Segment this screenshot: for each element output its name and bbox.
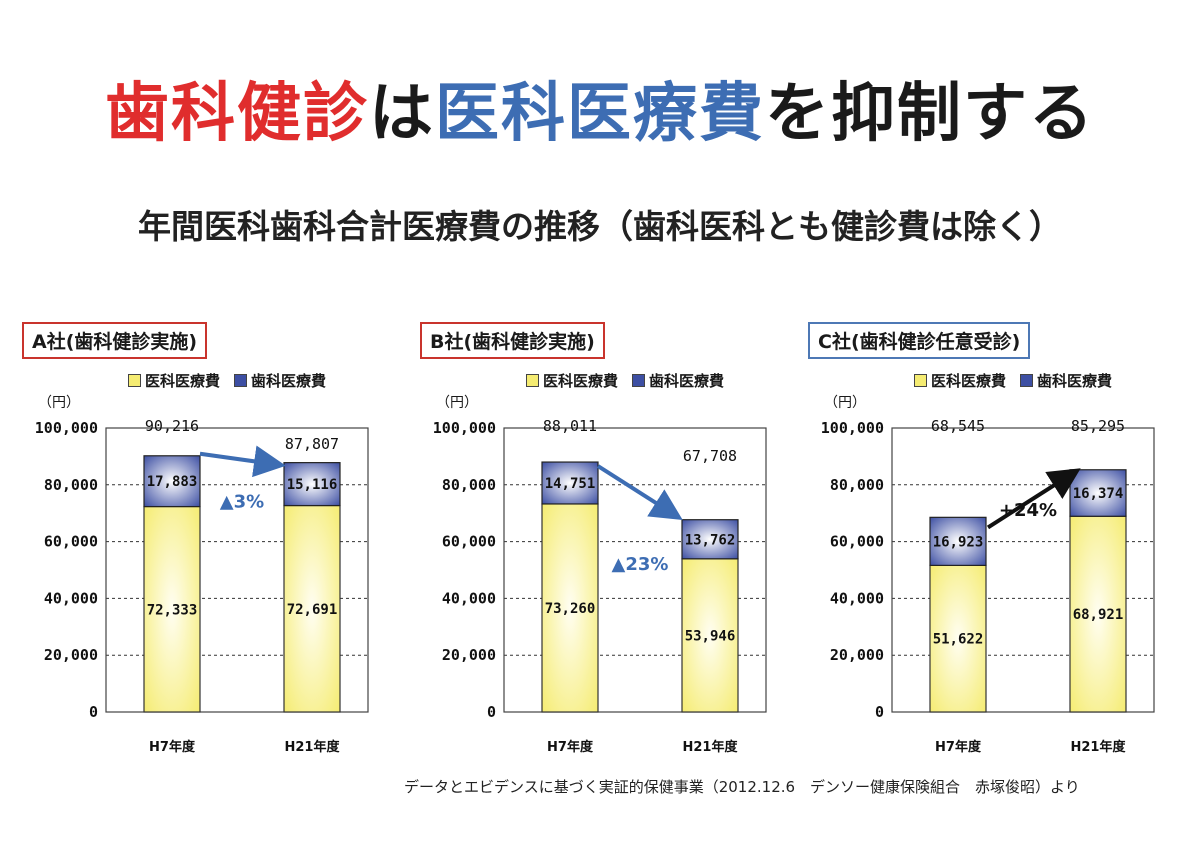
y-tick-label: 60,000: [44, 533, 98, 551]
y-tick-label: 100,000: [821, 419, 884, 437]
chart-a: A社(歯科健診実施) 医科医療費 歯科医療費 （円） 0 20,000 40,000…: [12, 318, 382, 758]
change-annotation: ▲3%: [220, 492, 264, 513]
chart-b: B社(歯科健診実施) 医科医療費 歯科医療費 （円） 0 20,000 40,000…: [410, 318, 780, 758]
chart-a-y-unit: （円）: [38, 395, 80, 411]
total-label: 67,708: [683, 447, 737, 465]
legend-dental-label: 歯科医療費: [649, 372, 725, 390]
chart-b-plot: 0 20,000 40,000 60,000 80,000 100,000 73,260 14…: [433, 417, 767, 755]
legend-medical-swatch: [914, 374, 927, 387]
legend-dental-swatch: [234, 374, 248, 387]
total-label: 68,545: [931, 417, 985, 435]
bar-medical: [143, 505, 201, 713]
x-tick-label: H7年度: [547, 739, 594, 755]
bar-dental: [541, 461, 599, 505]
legend-dental-swatch: [632, 374, 646, 387]
value-label-dental: 14,751: [545, 476, 596, 492]
y-tick-label: 100,000: [35, 419, 98, 437]
value-label-medical: 51,622: [933, 632, 984, 648]
x-tick-label: H21年度: [285, 739, 341, 755]
chart-c-plot: 0 20,000 40,000 60,000 80,000 100,000 51,622 16…: [821, 417, 1155, 755]
value-label-medical: 53,946: [685, 628, 736, 644]
chart-c-label: C社(歯科健診任意受診): [808, 322, 1031, 359]
legend-medical-label: 医科医療費: [931, 372, 1007, 390]
y-tick-label: 40,000: [830, 589, 884, 607]
value-label-medical: 68,921: [1073, 607, 1124, 623]
subtitle: 年間医科歯科合計医療費の推移（歯科医科とも健診費は除く）: [138, 207, 1062, 246]
total-label: 90,216: [145, 417, 199, 435]
y-tick-label: 80,000: [442, 476, 496, 494]
y-tick-label: 40,000: [442, 589, 496, 607]
value-label-medical: 73,260: [545, 601, 596, 617]
legend-dental-label: 歯科医療費: [1037, 372, 1113, 390]
value-label-medical: 72,691: [287, 602, 338, 618]
x-tick-label: H7年度: [149, 739, 196, 755]
bar-dental: [929, 516, 987, 566]
chart-c-legend: 医科医療費 歯科医療費: [914, 370, 1112, 391]
legend-medical-label: 医科医療費: [543, 372, 619, 390]
chart-c-y-unit: （円）: [824, 395, 866, 411]
plot-frame: [105, 427, 369, 713]
chart-b-label: B社(歯科健診実施): [420, 322, 605, 359]
x-tick-label: H21年度: [683, 739, 739, 755]
bar-medical: [681, 558, 739, 713]
x-tick-label: H7年度: [935, 739, 982, 755]
y-tick-label: 100,000: [433, 419, 496, 437]
change-annotation: ▲23%: [612, 554, 669, 575]
y-tick-label: 0: [875, 703, 884, 721]
chart-b-y-unit: （円）: [436, 395, 478, 411]
y-tick-label: 80,000: [44, 476, 98, 494]
legend-dental-label: 歯科医療費: [251, 372, 327, 390]
bar-medical: [541, 503, 599, 713]
plot-frame: [891, 427, 1155, 713]
x-tick-label: H21年度: [1071, 739, 1127, 755]
plot-frame: [503, 427, 767, 713]
legend-medical-swatch: [526, 374, 539, 387]
bar-medical: [929, 564, 987, 713]
y-tick-label: 20,000: [44, 646, 98, 664]
title-part1: 歯科健診: [105, 77, 369, 151]
y-tick-label: 20,000: [442, 646, 496, 664]
page-title: 歯科健診は医科医療費を抑制する: [0, 62, 1200, 154]
bar-dental: [143, 455, 201, 508]
trend-arrow: [199, 445, 286, 478]
value-label-medical: 72,333: [147, 602, 198, 618]
title-part3: 医科医療費: [435, 77, 765, 151]
bar-dental: [283, 462, 341, 507]
total-label: 85,295: [1071, 417, 1125, 435]
total-label: 87,807: [285, 435, 339, 453]
chart-a-label: A社(歯科健診実施): [22, 322, 208, 359]
chart-b-legend: 医科医療費 歯科医療費: [526, 370, 724, 391]
trend-arrow: [986, 468, 1081, 530]
y-tick-label: 80,000: [830, 476, 884, 494]
legend-medical-swatch: [128, 374, 141, 387]
y-tick-label: 60,000: [830, 533, 884, 551]
chart-a-plot: 0 20,000 40,000 60,000 80,000 100,000 72,333 17…: [35, 417, 369, 755]
legend-dental-swatch: [1020, 374, 1034, 387]
legend-medical-label: 医科医療費: [145, 372, 221, 390]
source-citation: データとエビデンスに基づく実証的保健事業（2012.12.6 デンソー健康保険組…: [404, 778, 1080, 796]
total-label: 88,011: [543, 417, 597, 435]
chart-c: C社(歯科健診任意受診) 医科医療費 歯科医療費 （円） 0 20,000 40,0…: [798, 318, 1168, 758]
y-tick-label: 0: [89, 703, 98, 721]
chart-a-legend: 医科医療費 歯科医療費: [128, 370, 326, 391]
y-tick-label: 60,000: [442, 533, 496, 551]
trend-arrow: [596, 464, 683, 521]
bar-medical: [1069, 515, 1127, 713]
value-label-dental: 16,923: [933, 534, 984, 550]
change-annotation: +24%: [999, 500, 1057, 521]
value-label-dental: 17,883: [147, 474, 198, 490]
bar-dental: [681, 519, 739, 560]
title-part2: は: [369, 77, 435, 151]
value-label-dental: 16,374: [1073, 486, 1124, 502]
y-tick-label: 0: [487, 703, 496, 721]
value-label-dental: 13,762: [685, 532, 736, 548]
value-label-dental: 15,116: [287, 477, 338, 493]
y-tick-label: 40,000: [44, 589, 98, 607]
y-tick-label: 20,000: [830, 646, 884, 664]
title-part4: を抑制する: [765, 77, 1095, 151]
